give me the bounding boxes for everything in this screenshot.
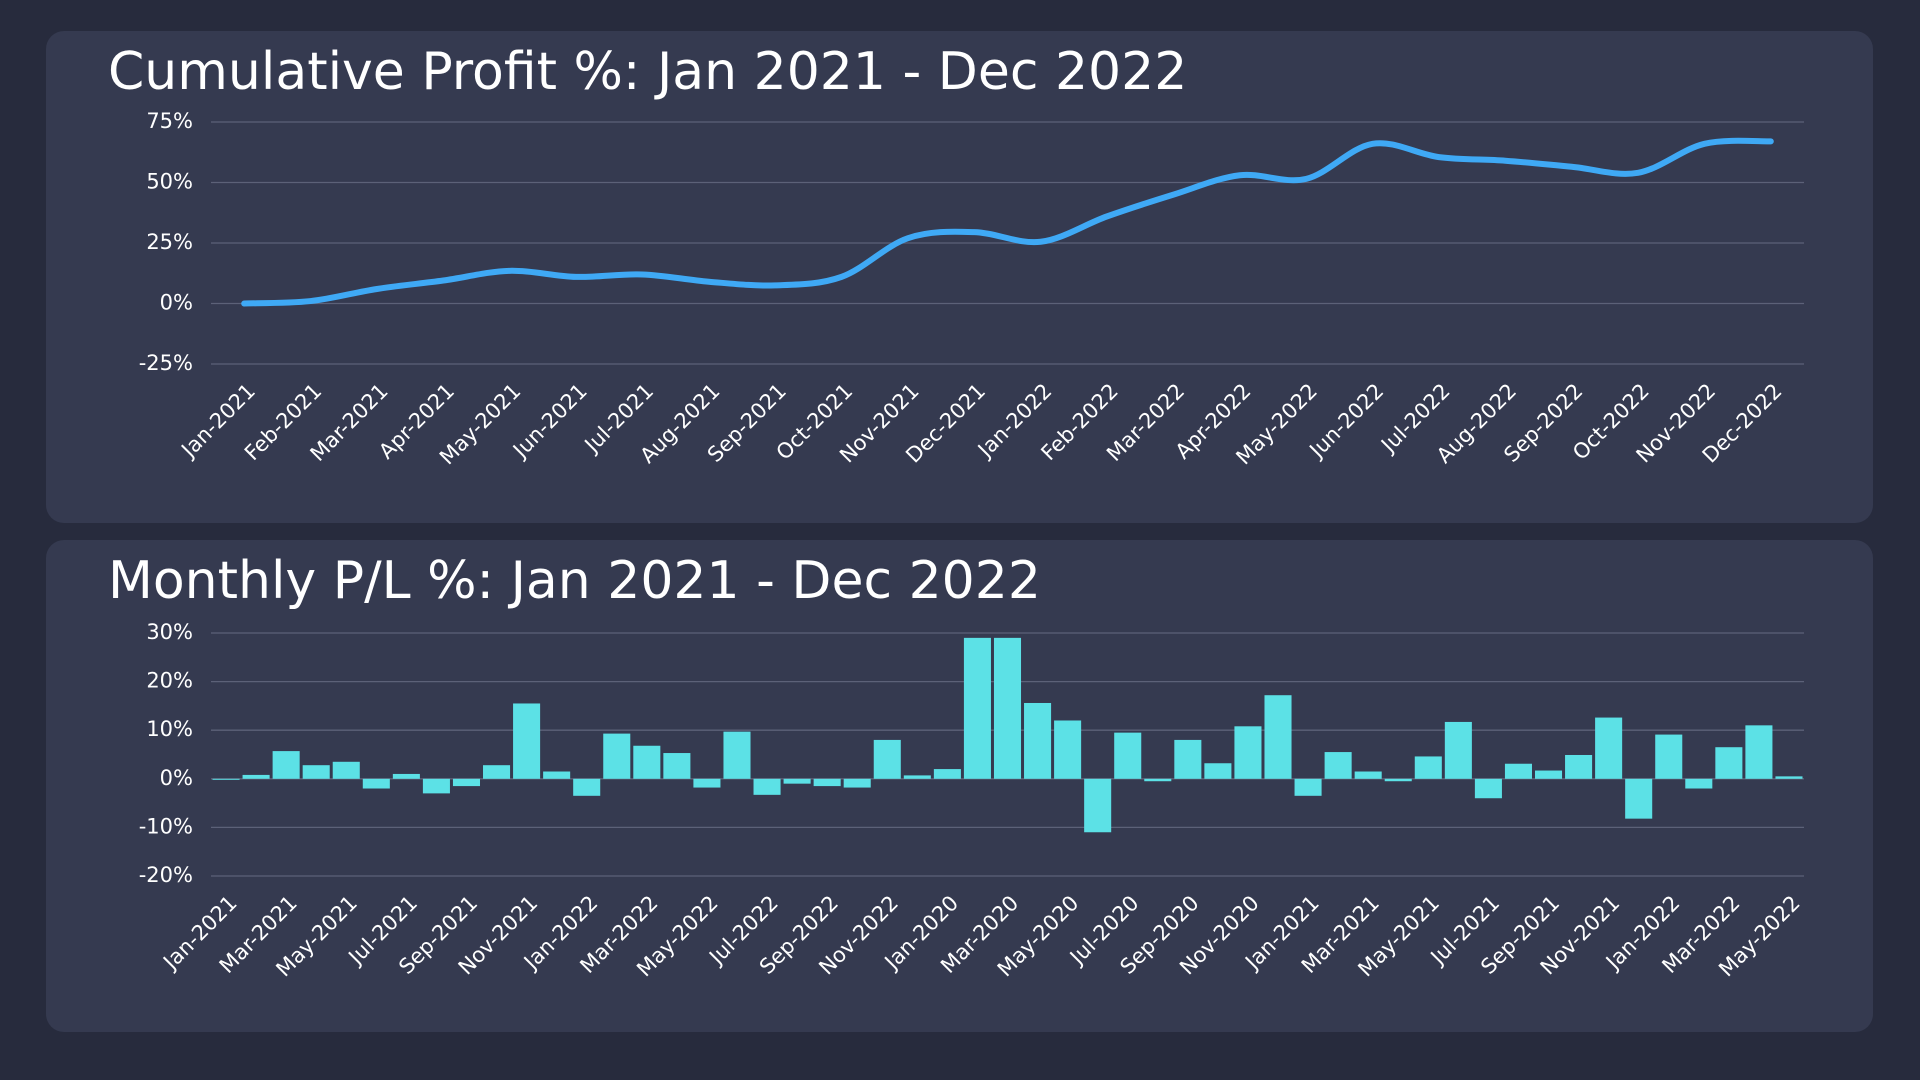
bar bbox=[1444, 721, 1472, 779]
bar bbox=[903, 775, 931, 779]
bar bbox=[332, 761, 360, 779]
y-tick-label: -20% bbox=[139, 863, 193, 887]
bar bbox=[783, 778, 811, 784]
bar bbox=[1685, 778, 1713, 789]
bar bbox=[873, 739, 901, 779]
bar bbox=[1114, 732, 1142, 779]
bar bbox=[1324, 752, 1352, 779]
bar bbox=[573, 778, 601, 796]
bar bbox=[1234, 726, 1262, 779]
y-tick-label: 75% bbox=[146, 109, 193, 133]
bar bbox=[1414, 756, 1442, 779]
bar bbox=[1054, 720, 1082, 779]
bar bbox=[813, 778, 841, 787]
y-tick-label: -25% bbox=[139, 351, 193, 375]
bar bbox=[1504, 763, 1532, 779]
bar bbox=[693, 778, 721, 788]
bar bbox=[1775, 776, 1803, 779]
bar bbox=[302, 765, 330, 779]
bar bbox=[543, 771, 571, 779]
y-tick-label: 20% bbox=[146, 669, 193, 693]
y-tick-label: -10% bbox=[139, 814, 193, 838]
bar bbox=[362, 778, 390, 789]
bar bbox=[212, 778, 240, 780]
bar bbox=[1024, 702, 1052, 779]
bar bbox=[633, 745, 661, 779]
bar bbox=[1595, 717, 1623, 779]
y-tick-label: 10% bbox=[146, 717, 193, 741]
bar bbox=[242, 774, 270, 779]
bar bbox=[1625, 778, 1653, 819]
y-tick-label: 30% bbox=[146, 620, 193, 644]
bar bbox=[1204, 763, 1232, 779]
bar bbox=[422, 778, 450, 794]
bar bbox=[843, 778, 871, 788]
bar bbox=[993, 637, 1022, 779]
bar bbox=[1565, 754, 1593, 779]
bar bbox=[753, 778, 781, 795]
bar bbox=[1294, 778, 1322, 796]
panel bbox=[46, 540, 1873, 1032]
bar bbox=[392, 773, 420, 779]
bar bbox=[1715, 747, 1743, 779]
bar bbox=[933, 769, 961, 779]
y-tick-label: 0% bbox=[160, 766, 193, 790]
chart-title: Monthly P/L %: Jan 2021 - Dec 2022 bbox=[108, 551, 1041, 611]
bar bbox=[1084, 778, 1112, 833]
bar bbox=[1144, 778, 1172, 782]
bar bbox=[1745, 725, 1773, 779]
chart-title: Cumulative Profit %: Jan 2021 - Dec 2022 bbox=[108, 42, 1187, 102]
y-tick-label: 0% bbox=[160, 291, 193, 315]
bar bbox=[513, 703, 541, 779]
bar bbox=[663, 753, 691, 779]
y-tick-label: 25% bbox=[146, 230, 193, 254]
bar bbox=[1534, 770, 1563, 779]
bar bbox=[272, 751, 300, 779]
line bbox=[241, 137, 1774, 307]
bar bbox=[723, 731, 751, 779]
bar bbox=[603, 733, 631, 779]
bar bbox=[452, 778, 481, 787]
bar bbox=[1474, 778, 1502, 799]
bar bbox=[1655, 734, 1683, 779]
bar bbox=[483, 765, 511, 779]
bar bbox=[1174, 739, 1202, 779]
bar bbox=[1384, 778, 1412, 782]
bar bbox=[1264, 695, 1292, 779]
bar bbox=[963, 637, 991, 779]
bar bbox=[1354, 771, 1382, 779]
y-tick-label: 50% bbox=[146, 170, 193, 194]
